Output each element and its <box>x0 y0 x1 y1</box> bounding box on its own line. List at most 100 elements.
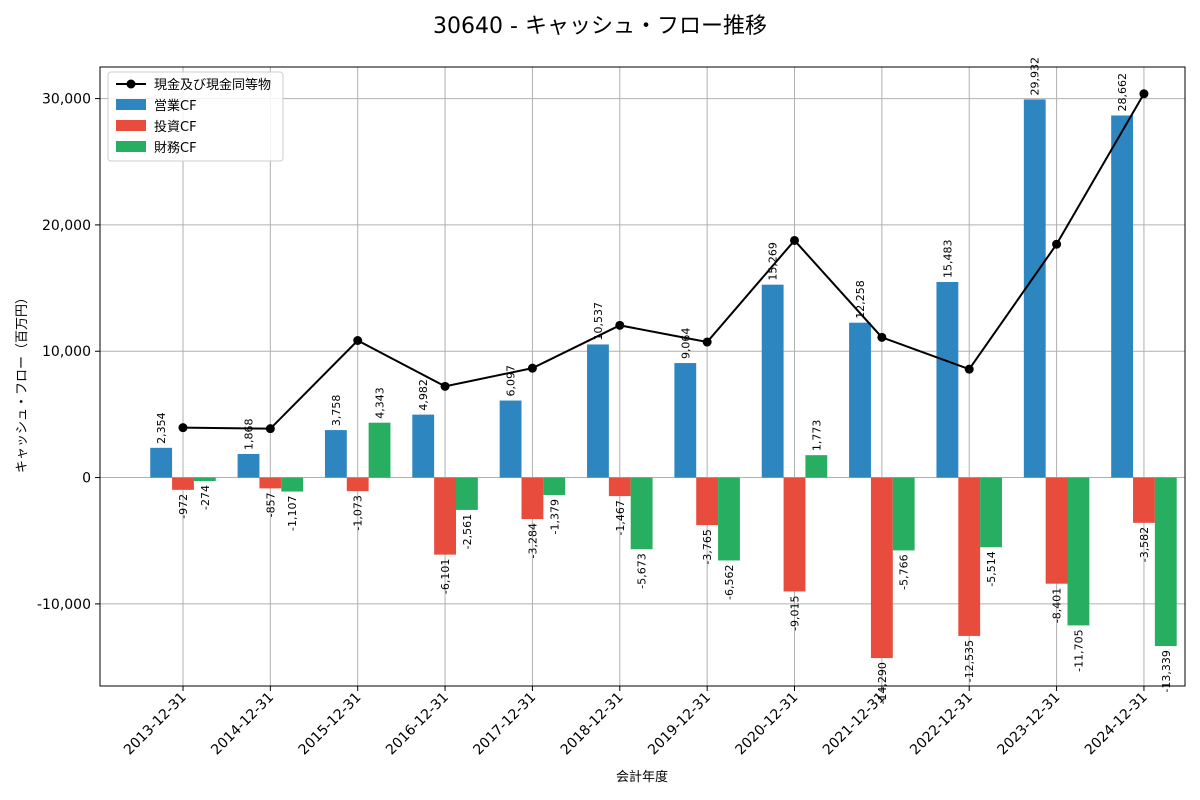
bar-financing <box>281 477 304 492</box>
data-label: -1,379 <box>548 499 561 534</box>
bar-operating <box>936 281 959 478</box>
cash-balance-point <box>615 320 625 330</box>
legend-bar-swatch <box>116 120 146 131</box>
bar-financing <box>543 477 566 495</box>
data-label: -857 <box>264 492 277 517</box>
bar-financing <box>193 477 216 482</box>
bar-investing <box>434 477 456 555</box>
data-label: -1,467 <box>614 500 627 535</box>
data-label: 15,483 <box>941 239 954 278</box>
bar-operating <box>237 453 260 478</box>
data-label: 28,662 <box>1116 73 1129 112</box>
data-label: -13,339 <box>1160 650 1173 692</box>
data-label: -972 <box>177 494 190 519</box>
data-label: 9,064 <box>679 328 692 360</box>
cash-balance-point <box>1139 89 1149 99</box>
y-tick-label: 0 <box>82 471 91 487</box>
cash-balance-point <box>353 335 363 345</box>
bar-financing <box>630 477 653 550</box>
data-label: -2,561 <box>461 514 474 549</box>
data-label: 3,758 <box>330 395 343 427</box>
bar-investing <box>521 477 544 520</box>
data-label: -274 <box>199 485 212 510</box>
bar-operating <box>499 400 522 478</box>
bar-financing <box>892 477 915 551</box>
bar-investing <box>696 477 719 526</box>
bar-operating <box>587 344 609 478</box>
data-label: 10,537 <box>592 302 605 341</box>
bar-operating <box>1023 99 1046 478</box>
cash-balance-point <box>440 381 450 391</box>
data-label: 4,343 <box>374 387 387 419</box>
bar-investing <box>172 477 194 490</box>
bar-financing <box>1154 477 1177 647</box>
cash-balance-point <box>790 235 800 245</box>
cash-balance-point <box>178 423 188 433</box>
data-label: -6,562 <box>723 564 736 599</box>
bar-investing <box>1045 477 1068 584</box>
y-tick-label: -10,000 <box>37 597 91 613</box>
bar-financing <box>980 477 1002 548</box>
cash-balance-line <box>182 93 1145 430</box>
bar-investing <box>1133 477 1155 523</box>
data-label: -14,290 <box>876 662 889 704</box>
bar-operating <box>1111 115 1134 478</box>
bar-operating <box>849 322 871 478</box>
data-label: -5,766 <box>898 554 911 589</box>
legend-label: 投資CF <box>154 119 197 135</box>
bar-operating <box>761 284 784 478</box>
legend-box <box>107 71 284 162</box>
plot-frame <box>99 66 1186 687</box>
data-label: 4,982 <box>417 379 430 411</box>
data-label: -8,401 <box>1051 588 1064 623</box>
bar-investing <box>608 477 631 497</box>
y-tick-label: 10,000 <box>42 344 91 360</box>
bar-investing <box>958 477 981 636</box>
data-label: -9,015 <box>789 595 802 630</box>
cash-balance-point <box>1052 239 1062 249</box>
legend-label: 財務CF <box>154 141 197 156</box>
bar-investing <box>259 477 282 489</box>
y-tick-label: 30,000 <box>42 92 91 108</box>
y-tick-label: 20,000 <box>42 218 91 234</box>
bar-investing <box>870 477 893 659</box>
bar-investing <box>346 477 369 492</box>
data-label: 29,932 <box>1029 57 1042 96</box>
bar-operating <box>150 447 173 478</box>
data-label: -12,535 <box>963 640 976 682</box>
legend-bar-swatch <box>116 141 146 152</box>
cash-balance-point <box>702 337 712 347</box>
legend-marker <box>126 79 136 89</box>
cash-balance-point <box>964 364 974 374</box>
bar-financing <box>368 422 391 478</box>
data-label: -1,073 <box>352 495 365 530</box>
data-label: -3,582 <box>1138 527 1151 562</box>
bar-financing <box>805 455 828 478</box>
data-label: 15,269 <box>767 242 780 281</box>
data-label: -5,673 <box>636 553 649 588</box>
y-axis-label: キャッシュ・フロー（百万円） <box>15 291 30 473</box>
legend-bar-swatch <box>116 99 146 110</box>
cash-balance-point <box>527 363 537 373</box>
data-label: -11,705 <box>1072 629 1085 671</box>
cash-balance-point <box>265 424 275 434</box>
bar-financing <box>1067 477 1090 626</box>
cash-balance-point <box>877 332 887 342</box>
bar-investing <box>783 477 806 592</box>
bar-financing <box>455 477 478 510</box>
data-label: 1,773 <box>810 420 823 452</box>
legend-label: 現金及び現金同等物 <box>154 77 271 93</box>
bar-operating <box>324 430 347 478</box>
bar-operating <box>674 363 697 478</box>
data-label: -3,765 <box>701 529 714 564</box>
data-label: 2,354 <box>155 412 168 444</box>
chart-title: 30640 - キャッシュ・フロー推移 <box>433 14 767 39</box>
legend-label: 営業CF <box>154 98 197 114</box>
bar-operating <box>412 414 435 478</box>
data-label: -3,284 <box>526 523 539 558</box>
x-axis-label: 会計年度 <box>616 769 668 785</box>
data-label: -6,101 <box>439 559 452 594</box>
